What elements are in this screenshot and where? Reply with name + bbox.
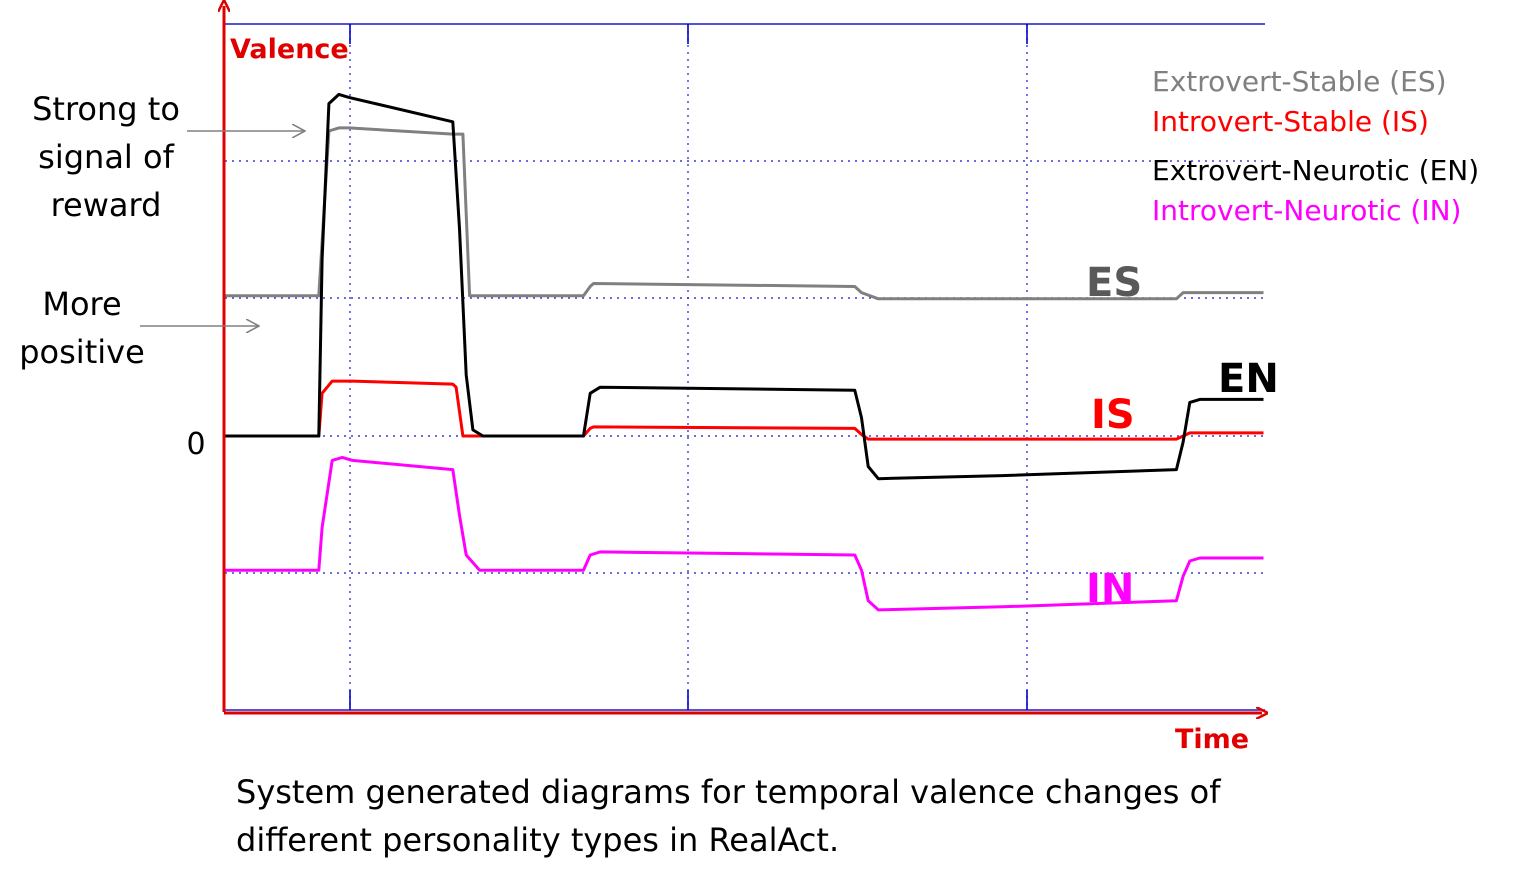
figure-caption: System generated diagrams for temporal v… xyxy=(236,773,1221,859)
grid xyxy=(225,24,1265,710)
series-line-en xyxy=(225,92,1264,481)
x-axis-label: Time xyxy=(1175,724,1249,755)
series-tag-en: EN xyxy=(1218,356,1279,402)
series-layer xyxy=(225,92,1264,612)
annotation-positive: More positive xyxy=(19,285,258,371)
legend-entry-en: Extrovert-Neurotic (EN) xyxy=(1152,154,1479,187)
y-axis-label: Valence xyxy=(230,34,349,65)
plot-frame xyxy=(225,23,1265,711)
series-line-es xyxy=(225,126,1264,301)
annotation-reward: Strong to signal of reward xyxy=(32,90,304,224)
legend-entry-is: Introvert-Stable (IS) xyxy=(1152,105,1429,138)
annotation-reward-line-3: reward xyxy=(51,186,162,224)
series-line-is xyxy=(225,379,1264,441)
series-tag-in: IN xyxy=(1086,566,1134,612)
legend-entry-es: Extrovert-Stable (ES) xyxy=(1152,65,1447,98)
annotation-positive-line-1: More xyxy=(42,285,121,323)
annotation-reward-line-2: signal of xyxy=(38,138,174,176)
series-tag-is: IS xyxy=(1091,392,1135,438)
annotation-reward-line-1: Strong to xyxy=(32,90,180,128)
annotation-positive-line-2: positive xyxy=(19,333,145,371)
y-tick-zero: 0 xyxy=(186,427,205,462)
series-tag-es: ES xyxy=(1086,260,1142,306)
series-line-in xyxy=(225,455,1264,612)
legend: Extrovert-Stable (ES) Introvert-Stable (… xyxy=(1152,65,1479,227)
legend-entry-in: Introvert-Neurotic (IN) xyxy=(1152,194,1461,227)
